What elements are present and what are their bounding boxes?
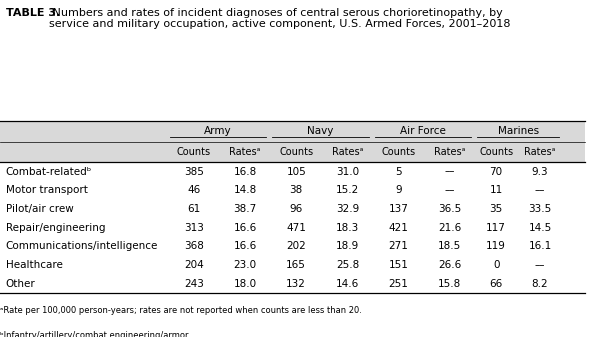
- Text: 36.5: 36.5: [438, 204, 461, 214]
- Bar: [0, 181, 586, 200]
- Text: 15.8: 15.8: [438, 279, 461, 289]
- Text: Counts: Counts: [479, 147, 513, 157]
- Text: Ratesᵃ: Ratesᵃ: [524, 147, 556, 157]
- Text: Motor transport: Motor transport: [6, 185, 88, 195]
- Text: 132: 132: [286, 279, 306, 289]
- Bar: [0, 274, 586, 293]
- Text: Army: Army: [204, 126, 232, 136]
- Text: Ratesᵃ: Ratesᵃ: [230, 147, 261, 157]
- Text: ᵃRate per 100,000 person-years; rates are not reported when counts are less than: ᵃRate per 100,000 person-years; rates ar…: [0, 306, 362, 314]
- Text: ––: ––: [445, 185, 455, 195]
- Bar: [0, 200, 586, 218]
- Text: 31.0: 31.0: [336, 166, 359, 177]
- Text: 38.7: 38.7: [233, 204, 256, 214]
- Text: 61: 61: [187, 204, 200, 214]
- Text: 9.3: 9.3: [532, 166, 548, 177]
- Text: Counts: Counts: [382, 147, 416, 157]
- Text: Combat-relatedᵇ: Combat-relatedᵇ: [6, 166, 92, 177]
- Text: 46: 46: [187, 185, 200, 195]
- Text: 16.6: 16.6: [233, 223, 256, 233]
- Text: 15.2: 15.2: [336, 185, 359, 195]
- Text: Counts: Counts: [279, 147, 313, 157]
- Text: 271: 271: [389, 241, 409, 251]
- Bar: [0, 237, 586, 256]
- Text: ᵇInfantry/artillery/combat engineering/armor.: ᵇInfantry/artillery/combat engineering/a…: [0, 331, 190, 337]
- Text: 25.8: 25.8: [336, 260, 359, 270]
- Text: 202: 202: [286, 241, 306, 251]
- Text: 165: 165: [286, 260, 306, 270]
- Text: 32.9: 32.9: [336, 204, 359, 214]
- Text: Communications/intelligence: Communications/intelligence: [6, 241, 159, 251]
- Text: 137: 137: [389, 204, 409, 214]
- Text: 313: 313: [184, 223, 204, 233]
- Text: 9: 9: [395, 185, 402, 195]
- Text: 5: 5: [395, 166, 402, 177]
- Text: 18.5: 18.5: [438, 241, 461, 251]
- Text: Other: Other: [6, 279, 35, 289]
- Text: 16.6: 16.6: [233, 241, 256, 251]
- Text: Ratesᵃ: Ratesᵃ: [332, 147, 363, 157]
- Text: 18.3: 18.3: [336, 223, 359, 233]
- Text: Repair/engineering: Repair/engineering: [6, 223, 105, 233]
- Text: 0: 0: [493, 260, 499, 270]
- Text: 11: 11: [490, 185, 503, 195]
- Text: 14.5: 14.5: [528, 223, 551, 233]
- Text: ––: ––: [535, 185, 545, 195]
- Text: 421: 421: [389, 223, 409, 233]
- Text: Numbers and rates of incident diagnoses of central serous chorioretinopathy, by
: Numbers and rates of incident diagnoses …: [48, 8, 510, 29]
- Text: 151: 151: [389, 260, 409, 270]
- Text: Ratesᵃ: Ratesᵃ: [435, 147, 466, 157]
- Text: 243: 243: [184, 279, 204, 289]
- Text: Healthcare: Healthcare: [6, 260, 62, 270]
- Text: 33.5: 33.5: [528, 204, 551, 214]
- Text: 251: 251: [389, 279, 409, 289]
- Text: 385: 385: [184, 166, 204, 177]
- Text: 26.6: 26.6: [438, 260, 461, 270]
- Text: 18.0: 18.0: [233, 279, 256, 289]
- Text: ––: ––: [535, 260, 545, 270]
- Text: Pilot/air crew: Pilot/air crew: [6, 204, 73, 214]
- Text: Counts: Counts: [177, 147, 211, 157]
- Text: 368: 368: [184, 241, 204, 251]
- Text: 38: 38: [289, 185, 303, 195]
- Bar: [0, 256, 586, 274]
- Text: Air Force: Air Force: [400, 126, 446, 136]
- Text: TABLE 3.: TABLE 3.: [6, 8, 60, 18]
- Bar: [0, 162, 586, 181]
- Text: 117: 117: [486, 223, 506, 233]
- Text: 16.8: 16.8: [233, 166, 256, 177]
- Text: 70: 70: [490, 166, 502, 177]
- Text: 14.6: 14.6: [336, 279, 359, 289]
- Text: 204: 204: [184, 260, 204, 270]
- Text: Marines: Marines: [498, 126, 539, 136]
- Text: 35: 35: [490, 204, 503, 214]
- Text: Navy: Navy: [307, 126, 334, 136]
- Text: 16.1: 16.1: [528, 241, 551, 251]
- Text: 8.2: 8.2: [532, 279, 548, 289]
- Text: 23.0: 23.0: [233, 260, 256, 270]
- Text: 21.6: 21.6: [438, 223, 461, 233]
- Text: 18.9: 18.9: [336, 241, 359, 251]
- Text: 14.8: 14.8: [233, 185, 256, 195]
- Text: 105: 105: [286, 166, 306, 177]
- Text: 96: 96: [289, 204, 303, 214]
- Bar: [0, 121, 586, 142]
- Text: 471: 471: [286, 223, 306, 233]
- Bar: [0, 218, 586, 237]
- Text: ––: ––: [445, 166, 455, 177]
- Text: 66: 66: [490, 279, 503, 289]
- Text: 119: 119: [486, 241, 506, 251]
- Bar: [0, 142, 586, 162]
